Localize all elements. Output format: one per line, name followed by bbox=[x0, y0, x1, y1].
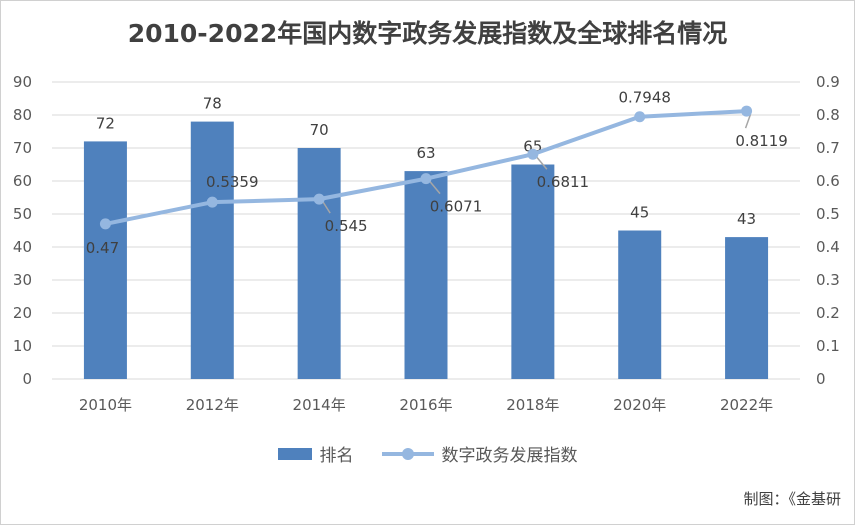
right-axis-tick: 0.6 bbox=[816, 172, 840, 190]
right-axis-tick: 0.4 bbox=[816, 238, 840, 256]
label-leader-line bbox=[744, 113, 752, 129]
line-data-label: 0.7948 bbox=[618, 89, 671, 107]
legend-label-line: 数字政务发展指数 bbox=[441, 446, 578, 466]
x-axis-ticks: 2010年 2012年 2014年 2016年 2018年 2020年 2022年 bbox=[79, 396, 773, 414]
line-data-label: 0.8119 bbox=[735, 132, 788, 150]
line-series bbox=[99, 105, 753, 230]
bar bbox=[725, 237, 769, 379]
right-axis-tick: 0.5 bbox=[816, 205, 840, 223]
label-leader-line bbox=[429, 181, 441, 195]
line-data-labels: 0.47 0.5359 0.545 0.6071 0.6811 0.7948 0.8119 bbox=[86, 89, 788, 257]
source-note: 制图：《金基研 bbox=[743, 490, 841, 508]
right-axis-tick: 0 bbox=[816, 370, 826, 388]
bar bbox=[83, 141, 127, 379]
bar-data-label: 70 bbox=[310, 121, 329, 139]
legend-label-bar: 排名 bbox=[319, 446, 354, 466]
bar-data-label: 43 bbox=[737, 210, 756, 228]
bar-data-label: 45 bbox=[630, 204, 649, 222]
x-axis-tick: 2018年 bbox=[506, 396, 559, 414]
x-axis-tick: 2016年 bbox=[399, 396, 452, 414]
left-axis-tick: 0 bbox=[22, 370, 32, 388]
right-axis-tick: 0.7 bbox=[816, 139, 840, 157]
line-data-label: 0.6071 bbox=[430, 198, 483, 216]
right-axis-tick: 0.2 bbox=[816, 304, 840, 322]
label-leader-line bbox=[536, 156, 548, 170]
x-axis-tick: 2012年 bbox=[186, 396, 239, 414]
line-data-label: 0.6811 bbox=[537, 173, 590, 191]
bar bbox=[404, 171, 448, 379]
line-point bbox=[634, 111, 646, 123]
line-point bbox=[527, 148, 539, 160]
left-axis-tick: 50 bbox=[13, 205, 32, 223]
line-point bbox=[99, 218, 111, 230]
left-axis-ticks: 0 10 20 30 40 50 60 70 80 90 bbox=[13, 73, 32, 388]
left-axis-tick: 90 bbox=[13, 73, 32, 91]
line-data-label: 0.545 bbox=[325, 217, 368, 235]
label-leader-lines bbox=[322, 113, 752, 214]
left-axis-tick: 60 bbox=[13, 172, 32, 190]
bar bbox=[618, 230, 662, 379]
x-axis-tick: 2014年 bbox=[293, 396, 346, 414]
legend-line-swatch bbox=[381, 447, 434, 460]
legend-item-bar: 排名 bbox=[277, 441, 354, 466]
bar-data-label: 78 bbox=[203, 95, 222, 113]
bar bbox=[297, 148, 341, 379]
legend-item-line: 数字政务发展指数 bbox=[381, 441, 578, 466]
left-axis-tick: 70 bbox=[13, 139, 32, 157]
bar bbox=[511, 164, 555, 379]
x-axis-tick: 2022年 bbox=[720, 396, 773, 414]
label-leader-line bbox=[322, 201, 331, 214]
line-point bbox=[206, 196, 218, 208]
right-axis-tick: 0.9 bbox=[816, 73, 840, 91]
right-axis-tick: 0.8 bbox=[816, 106, 840, 124]
legend: 排名 数字政务发展指数 bbox=[0, 441, 855, 466]
legend-bar-swatch bbox=[277, 447, 312, 460]
line-point bbox=[741, 105, 753, 117]
chart-title: 2010-2022年国内数字政务发展指数及全球排名情况 bbox=[127, 19, 728, 48]
left-axis-tick: 10 bbox=[13, 337, 32, 355]
left-axis-tick: 20 bbox=[13, 304, 32, 322]
bar-series bbox=[83, 121, 769, 379]
right-axis-ticks: 0 0.1 0.2 0.3 0.4 0.5 0.6 0.7 0.8 0.9 bbox=[816, 73, 840, 388]
right-axis-tick: 0.3 bbox=[816, 271, 840, 289]
bar bbox=[190, 121, 234, 379]
x-axis-tick: 2020年 bbox=[613, 396, 666, 414]
bar-data-label: 63 bbox=[416, 144, 435, 162]
left-axis-tick: 40 bbox=[13, 238, 32, 256]
left-axis-tick: 30 bbox=[13, 271, 32, 289]
bar-data-label: 72 bbox=[96, 114, 115, 132]
left-axis-tick: 80 bbox=[13, 106, 32, 124]
line-data-label: 0.5359 bbox=[206, 173, 259, 191]
x-axis-tick: 2010年 bbox=[79, 396, 132, 414]
right-axis-tick: 0.1 bbox=[816, 337, 840, 355]
line-point bbox=[313, 193, 325, 205]
line-point bbox=[420, 173, 432, 185]
line-data-label: 0.47 bbox=[86, 239, 119, 257]
